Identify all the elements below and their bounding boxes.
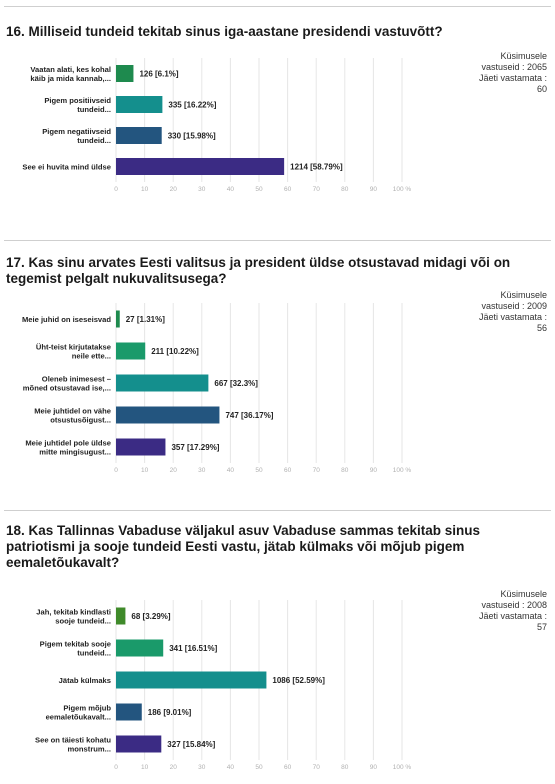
x-tick-label: 20: [170, 467, 178, 474]
question-17-stats: Küsimusele vastuseid : 2009 Jäeti vastama…: [479, 290, 547, 334]
category-label: Pigem positiivseid tundeid...: [44, 96, 111, 114]
category-label: Pigem negatiivseid tundeid...: [42, 127, 111, 145]
value-label: 126 [6.1%]: [139, 70, 178, 79]
bar: [116, 158, 285, 175]
question-16-respondents: Küsimusele vastuseid : 2065: [481, 51, 547, 72]
category-label: Oleneb inimesest – mõned otsustavad ise,.…: [23, 375, 111, 393]
bar: [116, 639, 164, 657]
x-tick-label: 10: [141, 764, 149, 771]
bar: [116, 342, 146, 360]
x-tick-label: 80: [341, 467, 349, 474]
question-18-skipped: Jäeti vastamata :57: [478, 611, 547, 632]
x-tick-label: 80: [341, 186, 349, 193]
x-tick-label: 60: [284, 764, 292, 771]
x-tick-label: 20: [170, 764, 178, 771]
value-label: 667 [32.3%]: [214, 379, 258, 388]
value-label: 27 [1.31%]: [126, 315, 165, 324]
value-label: 68 [3.29%]: [131, 612, 170, 621]
value-label: 327 [15.84%]: [167, 740, 215, 749]
bar: [116, 735, 162, 753]
category-label: See ei huvita mind üldse: [22, 163, 111, 172]
category-label: Meie juhid on iseseisvad: [22, 315, 111, 324]
x-tick-label: 0: [114, 467, 118, 474]
x-tick-label: 0: [114, 186, 118, 193]
x-tick-label: 100 %: [393, 764, 412, 771]
value-label: 186 [9.01%]: [148, 708, 192, 717]
x-tick-label: 10: [141, 467, 149, 474]
x-tick-label: 90: [370, 467, 378, 474]
bar: [116, 607, 126, 625]
category-label: Üht-teist kirjutatakse neile ette...: [36, 343, 111, 361]
x-tick-label: 80: [341, 764, 349, 771]
value-label: 1214 [58.79%]: [290, 163, 343, 172]
x-tick-label: 50: [255, 467, 263, 474]
question-17-chart: 0 10 20 30 40 50 60 70 80 90 100 % Meie juhid on is…: [22, 303, 412, 474]
value-label: 335 [16.22%]: [168, 101, 216, 110]
x-tick-label: 30: [198, 467, 206, 474]
x-tick-label: 70: [313, 467, 321, 474]
category-label: Pigem mõjub eemaletõukavalt...: [46, 704, 112, 722]
x-tick-label: 0: [114, 764, 118, 771]
x-tick-label: 70: [313, 186, 321, 193]
category-label: See on täiesti kohatu monstrum...: [35, 736, 111, 754]
x-tick-label: 20: [170, 186, 178, 193]
x-tick-label: 50: [255, 186, 263, 193]
divider-top: [4, 6, 551, 7]
x-tick-label: 30: [198, 764, 206, 771]
bar: [116, 438, 166, 456]
x-tick-label: 100 %: [393, 467, 412, 474]
x-tick-label: 30: [198, 186, 206, 193]
category-label: Meie juhtidel pole üldse mitte mingisugus…: [25, 439, 111, 457]
value-label: 357 [17.29%]: [171, 443, 219, 452]
x-tick-label: 90: [370, 186, 378, 193]
value-label: 341 [16.51%]: [169, 644, 217, 653]
bar: [116, 703, 142, 721]
value-label: 747 [36.17%]: [225, 411, 273, 420]
x-tick-label: 10: [141, 186, 149, 193]
x-tick-label: 40: [227, 186, 235, 193]
question-16-title: 16. Milliseid tundeid tekitab sinus iga-…: [6, 24, 443, 39]
category-label: Meie juhtidel on vähe otsustusõigust...: [34, 407, 111, 425]
question-16-chart: 0 10 20 30 40 50 60 70 80 90 100 % Vaatan alati, ke…: [22, 58, 412, 193]
x-tick-label: 50: [255, 764, 263, 771]
question-18-respondents: Küsimusele vastuseid : 2008: [481, 589, 547, 610]
category-label: Jah, tekitab kindlasti sooje tundeid...: [36, 608, 111, 626]
bar: [116, 374, 209, 392]
bar: [116, 65, 134, 82]
question-16-skipped: Jäeti vastamata :60: [478, 73, 547, 94]
category-label: Vaatan alati, kes kohal käib ja mida kann…: [30, 65, 111, 83]
x-tick-label: 100 %: [393, 186, 412, 193]
value-label: 211 [10.22%]: [151, 347, 199, 356]
bar: [116, 671, 267, 689]
value-label: 1086 [52.59%]: [272, 676, 325, 685]
x-tick-label: 60: [284, 467, 292, 474]
question-17-skipped: Jäeti vastamata :56: [478, 312, 547, 333]
question-18-title: 18. Kas Tallinnas Vabaduse väljakul asuv…: [6, 523, 480, 570]
bar: [116, 96, 163, 113]
bar: [116, 406, 220, 424]
question-18-stats: Küsimusele vastuseid : 2008 Jäeti vastama…: [479, 589, 547, 633]
question-17-respondents: Küsimusele vastuseid : 2009: [481, 290, 547, 311]
x-tick-label: 60: [284, 186, 292, 193]
value-label: 330 [15.98%]: [168, 132, 216, 141]
divider-18: [4, 510, 551, 511]
bar: [116, 127, 162, 144]
divider-17: [4, 240, 551, 241]
x-tick-label: 90: [370, 764, 378, 771]
x-tick-label: 40: [227, 467, 235, 474]
question-17-title: 17. Kas sinu arvates Eesti valitsus ja p…: [6, 255, 511, 286]
x-tick-label: 70: [313, 764, 321, 771]
x-tick-label: 40: [227, 764, 235, 771]
question-16-stats: Küsimusele vastuseid : 2065 Jäeti vastama…: [479, 51, 547, 95]
category-label: Jätab külmaks: [59, 676, 111, 685]
bar: [116, 310, 120, 328]
category-label: Pigem tekitab sooje tundeid...: [40, 640, 111, 658]
